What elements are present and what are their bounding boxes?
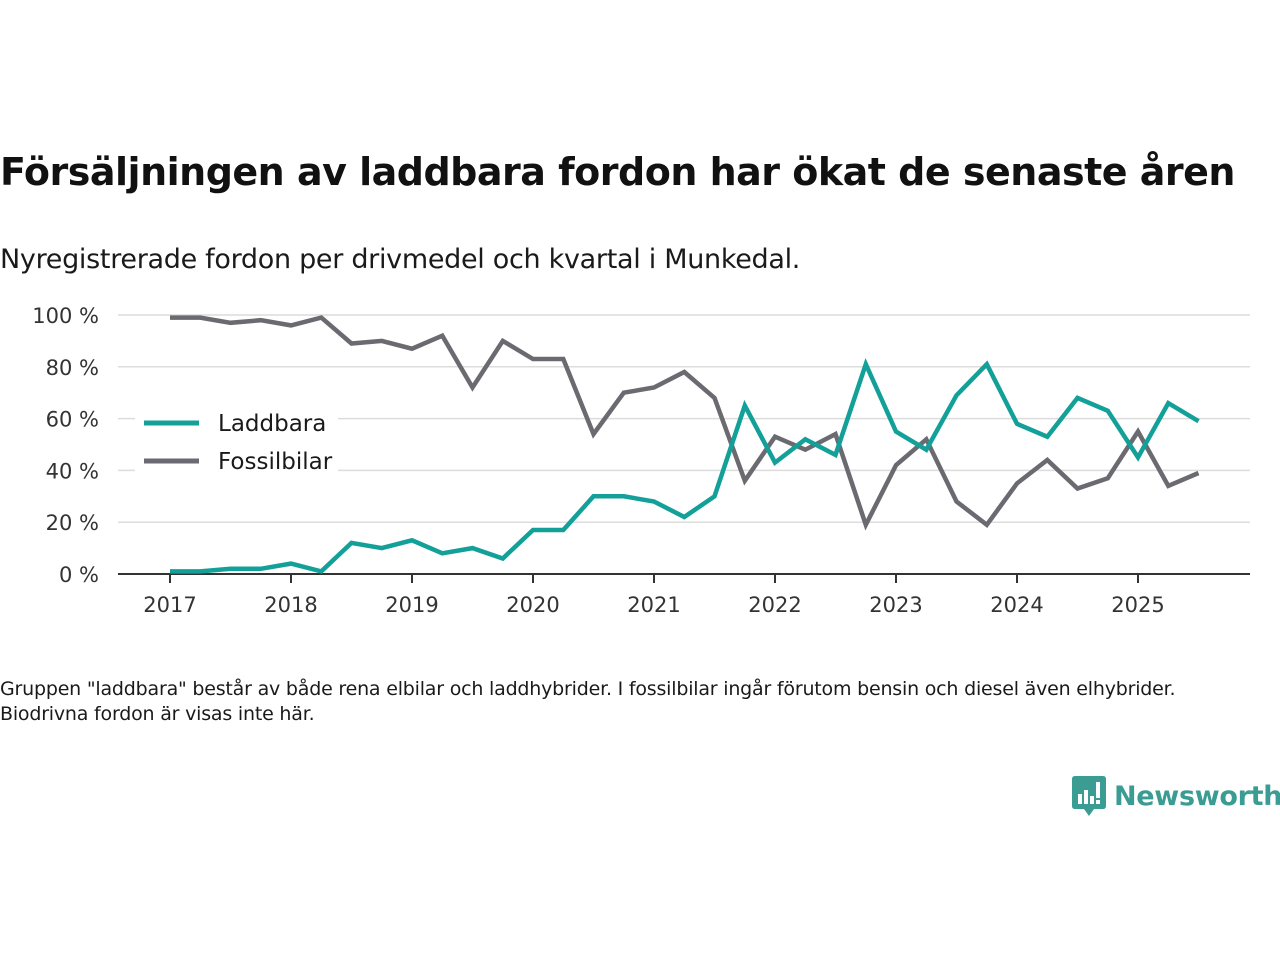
- series-line-laddbara: [170, 358, 1200, 574]
- legend-label-fossilbilar: Fossilbilar: [218, 449, 333, 475]
- legend: Laddbara Fossilbilar: [140, 404, 338, 475]
- y-tick-label: 100 %: [32, 304, 99, 328]
- y-tick-label: 0 %: [59, 563, 99, 587]
- bar-chart-speech-bubble-icon: [1072, 776, 1106, 816]
- series-line-fossilbilar: [170, 315, 1200, 531]
- x-tick-label: 2021: [627, 593, 680, 617]
- x-tick-label: 2022: [748, 593, 801, 617]
- footnote: Gruppen "laddbara" består av både rena e…: [0, 678, 1176, 725]
- y-tick-label: 20 %: [46, 511, 99, 535]
- y-axis: 0 % 20 % 40 % 60 % 80 % 100 %: [32, 304, 99, 587]
- x-tick-label: 2020: [506, 593, 559, 617]
- x-axis: 2017 2018 2019 2020 2021 2022 2023 2024 2025: [118, 573, 1250, 617]
- newsworthy-logo: Newsworthy: [1072, 776, 1280, 816]
- x-tick-label: 2024: [990, 593, 1043, 617]
- y-tick-label: 40 %: [46, 459, 99, 483]
- x-tick-label: 2023: [869, 593, 922, 617]
- line-chart: 0 % 20 % 40 % 60 % 80 % 100 % 2017 2018 2019 202…: [32, 304, 1250, 617]
- chart-title: Försäljningen av laddbara fordon har öka…: [0, 150, 1235, 194]
- legend-label-laddbara: Laddbara: [218, 411, 326, 437]
- chart-subtitle: Nyregistrerade fordon per drivmedel och …: [0, 244, 801, 275]
- x-tick-label: 2019: [385, 593, 438, 617]
- series-lines: [170, 315, 1200, 574]
- y-tick-label: 80 %: [46, 356, 99, 380]
- brand-name: Newsworthy: [1114, 780, 1280, 812]
- x-tick-label: 2018: [264, 593, 317, 617]
- x-tick-label: 2017: [143, 593, 196, 617]
- y-tick-label: 60 %: [46, 408, 99, 432]
- x-tick-label: 2025: [1111, 593, 1164, 617]
